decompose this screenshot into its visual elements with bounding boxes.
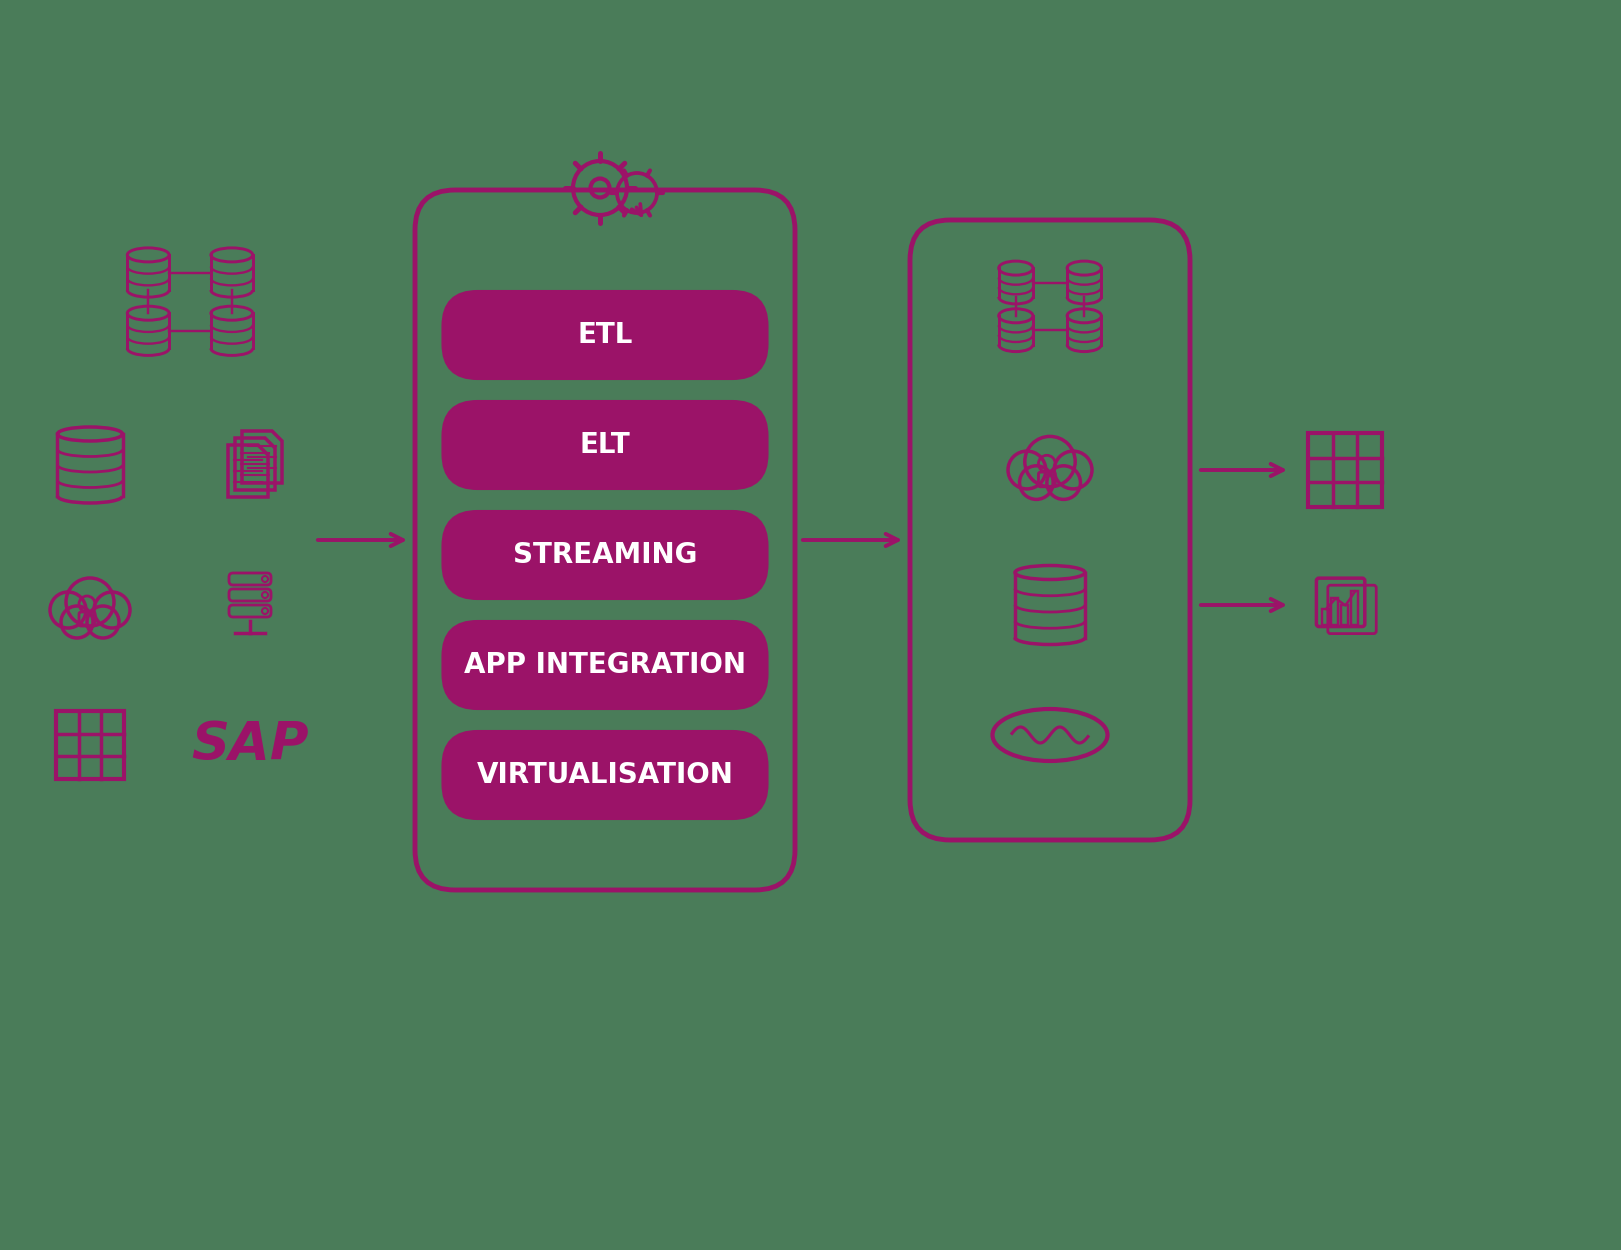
Text: SAP: SAP xyxy=(191,719,308,771)
FancyBboxPatch shape xyxy=(443,401,767,489)
FancyBboxPatch shape xyxy=(443,511,767,599)
Text: ETL: ETL xyxy=(577,321,632,349)
Text: STREAMING: STREAMING xyxy=(512,541,697,569)
FancyBboxPatch shape xyxy=(443,621,767,709)
FancyBboxPatch shape xyxy=(443,731,767,819)
Text: ELT: ELT xyxy=(580,431,631,459)
Text: VIRTUALISATION: VIRTUALISATION xyxy=(477,761,733,789)
FancyBboxPatch shape xyxy=(443,291,767,379)
Text: APP INTEGRATION: APP INTEGRATION xyxy=(464,651,746,679)
